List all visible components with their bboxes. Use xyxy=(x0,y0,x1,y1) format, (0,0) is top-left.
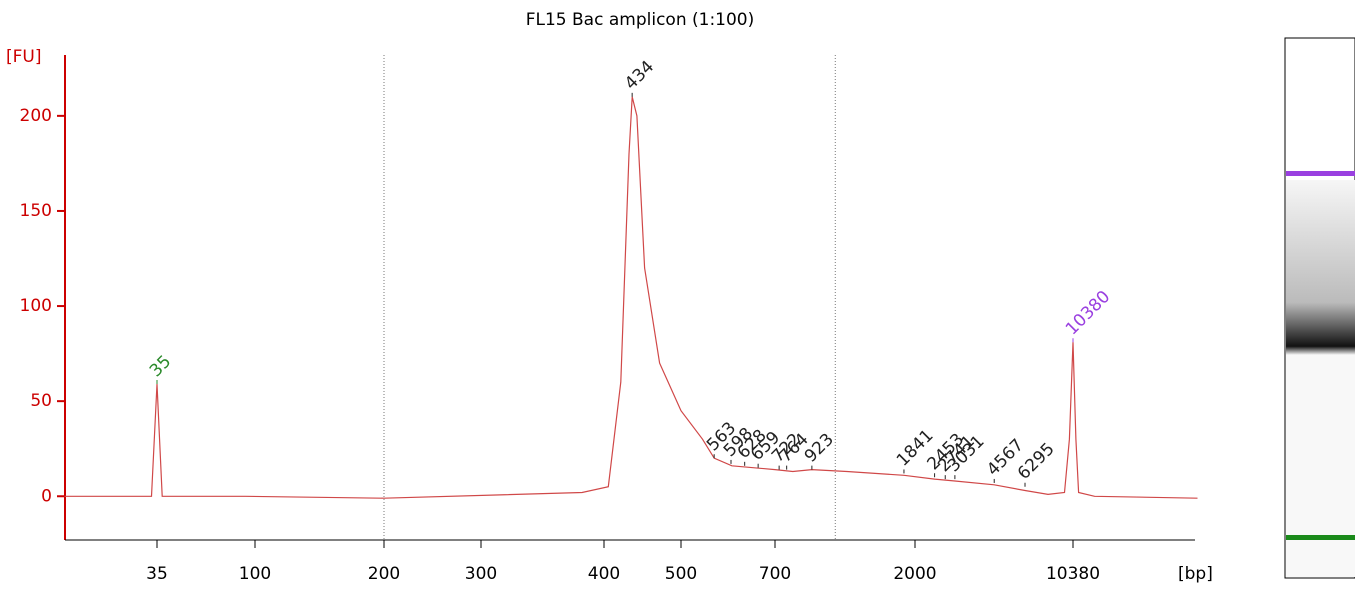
lane-bg xyxy=(1286,355,1355,577)
peak-label: 35 xyxy=(146,352,175,381)
x-tick-label: 700 xyxy=(759,564,791,584)
y-axis-label: [FU] xyxy=(6,47,42,67)
x-tick-label: 400 xyxy=(588,564,620,584)
y-tick-label: 0 xyxy=(41,486,52,506)
x-tick-label: 300 xyxy=(465,564,497,584)
gel-lane xyxy=(1284,37,1355,579)
y-tick-label: 100 xyxy=(20,296,52,316)
peak-label: 10380 xyxy=(1062,287,1114,339)
x-tick-label: 100 xyxy=(239,564,271,584)
y-tick-label: 50 xyxy=(30,391,52,411)
x-axis-label: [bp] xyxy=(1178,564,1213,584)
y-tick-label: 200 xyxy=(20,106,52,126)
x-tick-label: 2000 xyxy=(893,564,936,584)
trace xyxy=(64,96,1198,499)
x-tick-label: 35 xyxy=(146,564,168,584)
x-tick-label: 500 xyxy=(665,564,697,584)
upper-marker-band xyxy=(1286,171,1355,176)
x-tick-label: 200 xyxy=(368,564,400,584)
lane-smear xyxy=(1286,180,1355,355)
y-tick-label: 150 xyxy=(20,201,52,221)
peak-label: 923 xyxy=(801,430,838,467)
x-tick-label: 10380 xyxy=(1046,564,1100,584)
lower-marker-band xyxy=(1286,535,1355,540)
peak-label: 434 xyxy=(621,57,658,94)
chart-title: FL15 Bac amplicon (1:100) xyxy=(526,10,755,30)
